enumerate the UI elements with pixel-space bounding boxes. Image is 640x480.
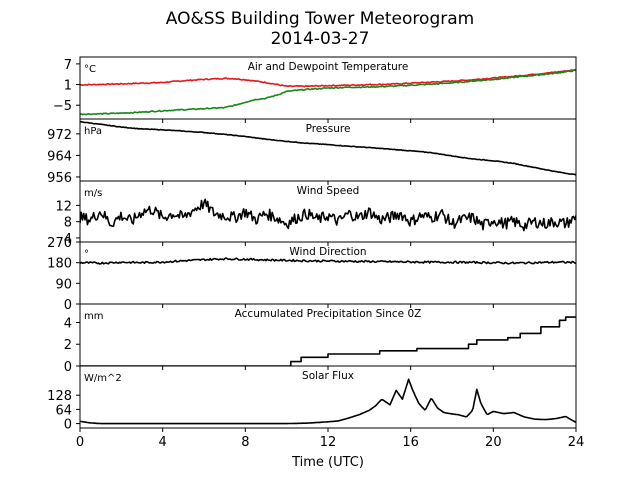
x-axis-label: Time (UTC) [291, 455, 364, 470]
y-tick-label: 0 [64, 418, 72, 433]
panels-group: −5 1 7 Air and Dewpoint Temperature °C 956 964… [47, 56, 577, 433]
y-tick-label: 972 [47, 128, 72, 143]
x-axis: 0 4 8 12 16 20 24 [76, 435, 584, 450]
panel-title-temperature: Air and Dewpoint Temperature [248, 61, 409, 73]
y-tick-label: −5 [53, 99, 72, 114]
panel-temperature-lines [80, 68, 576, 116]
y-tick-label: 4 [64, 232, 72, 247]
series-line-wind-direction-series [80, 257, 576, 265]
y-tick-label: 7 [64, 58, 72, 73]
y-tick-label: 2 [64, 338, 72, 353]
panel-title-solar-flux: Solar Flux [302, 370, 354, 382]
y-tick-label: 270 [47, 236, 72, 251]
x-tick-label: 12 [320, 435, 337, 450]
series-line-precipitation-series [80, 316, 576, 366]
series-line-temperature-temperature [80, 68, 576, 88]
panel-title-wind-direction: Wind Direction [289, 246, 366, 258]
panel-solar-flux-lines [80, 378, 576, 425]
series-line-wind-speed-series [80, 198, 576, 232]
panel-unit-wind-speed: m/s [84, 188, 102, 199]
x-tick-label: 24 [568, 435, 585, 450]
y-tick-label: 956 [47, 171, 72, 186]
panel-wind-speed: 48 12 Wind Speed m/s [55, 180, 577, 247]
y-tick-label: 8 [64, 216, 72, 231]
x-tick-label: 16 [402, 435, 419, 450]
panel-title-precipitation: Accumulated Precipitation Since 0Z [235, 308, 422, 320]
panel-unit-solar-flux: W/m^2 [84, 373, 122, 384]
y-tick-label: 12 [55, 199, 72, 214]
panel-unit-temperature: °C [84, 64, 96, 75]
panel-unit-pressure: hPa [84, 126, 102, 137]
panel-precipitation: 0 2 4 Accumulated Precipitation Since 0Z mm [64, 303, 577, 375]
panel-wind-direction-lines [80, 257, 576, 265]
y-tick-label: 0 [64, 298, 72, 313]
chart-title-line1: AO&SS Building Tower Meteorogram [166, 9, 474, 29]
panel-unit-wind-direction: ° [84, 249, 89, 260]
y-tick-label: 90 [55, 277, 72, 292]
panel-precipitation-lines [80, 316, 576, 366]
series-line-temperature-dewpoint [80, 69, 576, 116]
panel-title-wind-speed: Wind Speed [297, 185, 360, 197]
x-tick-label: 20 [485, 435, 502, 450]
x-tick-label: 8 [241, 435, 249, 450]
y-tick-label: 180 [47, 257, 72, 272]
y-tick-label: 64 [55, 403, 72, 418]
panel-title-pressure: Pressure [306, 123, 351, 135]
panel-pressure: 956 964 972 Pressure hPa [47, 118, 577, 186]
panel-wind-direction: 0 90 180 270 Wind Direction ° [47, 236, 577, 313]
panel-temperature: −5 1 7 Air and Dewpoint Temperature °C [53, 56, 577, 123]
panel-wind-speed-lines [80, 198, 576, 232]
series-line-solar-flux-series [80, 378, 576, 425]
y-tick-label: 4 [64, 316, 72, 331]
panel-unit-precipitation: mm [84, 311, 103, 322]
series-line-pressure-series [80, 120, 576, 176]
x-tick-label: 0 [76, 435, 84, 450]
y-tick-label: 1 [64, 79, 72, 94]
y-tick-label: 128 [47, 389, 72, 404]
panel-pressure-lines [80, 120, 576, 176]
y-tick-label: 964 [47, 149, 72, 164]
x-tick-label: 4 [159, 435, 167, 450]
chart-title-line2: 2014-03-27 [271, 29, 370, 49]
y-tick-label: 0 [64, 360, 72, 375]
